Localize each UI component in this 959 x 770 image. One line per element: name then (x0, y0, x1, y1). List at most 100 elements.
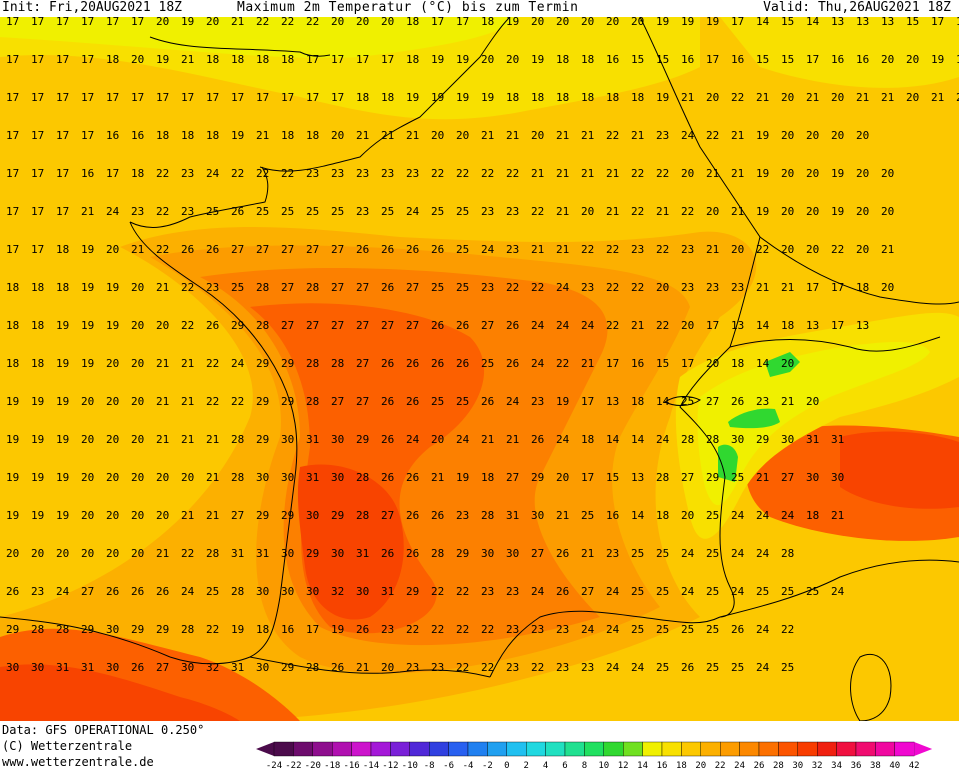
temperature-label: 30 (106, 623, 119, 636)
temperature-label: 26 (431, 357, 444, 370)
legend-swatch (487, 741, 507, 757)
temperature-label: 26 (381, 547, 394, 560)
temperature-label: 17 (131, 17, 144, 28)
temperature-label: 20 (6, 547, 19, 560)
temperature-label: 18 (481, 471, 494, 484)
temperature-label: 19 (456, 91, 469, 104)
temperature-label: 29 (281, 357, 294, 370)
temperature-label: 29 (406, 585, 419, 598)
temperature-label: 17 (31, 91, 44, 104)
source-url[interactable]: www.wetterzentrale.de (2, 755, 154, 769)
legend-tick-label: 34 (831, 761, 842, 770)
temperature-label: 17 (606, 357, 619, 370)
temperature-label: 29 (256, 433, 269, 446)
temperature-label: 17 (331, 91, 344, 104)
temperature-label: 31 (381, 585, 394, 598)
temperature-label: 27 (331, 319, 344, 332)
temperature-label: 21 (756, 471, 769, 484)
temperature-label: 19 (706, 17, 719, 28)
legend-swatch (545, 741, 566, 757)
legend-tick-label: 24 (734, 761, 745, 770)
temperature-label: 17 (6, 91, 19, 104)
temperature-label: 20 (156, 471, 169, 484)
legend-swatch (293, 741, 314, 757)
zone-14-alps-b (728, 408, 780, 429)
temperature-label: 22 (281, 167, 294, 180)
temperature-label: 16 (81, 167, 94, 180)
legend-tick-label: 0 (504, 761, 509, 770)
temperature-label: 18 (156, 129, 169, 142)
temperature-label: 18 (581, 53, 594, 66)
legend-swatch (428, 741, 449, 757)
legend-tick-label: -14 (363, 761, 379, 770)
temperature-label: 22 (481, 167, 494, 180)
temperature-label: 24 (681, 547, 695, 560)
temperature-label: 29 (456, 547, 469, 560)
temperature-label: 30 (831, 471, 844, 484)
temperature-label: 26 (556, 547, 569, 560)
temperature-label: 26 (531, 433, 544, 446)
brittany-coast (129, 166, 269, 228)
temperature-label: 18 (781, 319, 794, 332)
temperature-label: 14 (656, 395, 670, 408)
temperature-label: 20 (106, 357, 119, 370)
temperature-label: 21 (881, 91, 894, 104)
temperature-label: 30 (106, 661, 119, 674)
legend-swatch (855, 741, 876, 757)
temperature-label: 26 (406, 357, 419, 370)
temperature-label: 20 (681, 319, 694, 332)
temperature-label: 19 (431, 53, 444, 66)
temperature-label: 31 (256, 547, 269, 560)
temperature-label: 25 (656, 623, 669, 636)
temperature-label: 21 (731, 129, 744, 142)
temperature-label: 20 (581, 17, 594, 28)
temperature-label: 13 (831, 17, 844, 28)
temperature-label: 22 (531, 661, 544, 674)
legend-tick-label: 30 (792, 761, 803, 770)
temperature-label: 20 (881, 53, 894, 66)
legend-tick-label: 28 (773, 761, 784, 770)
temperature-label: 23 (306, 167, 319, 180)
temperature-label: 25 (706, 547, 719, 560)
temperature-label: 19 (6, 395, 19, 408)
temperature-label: 29 (156, 623, 169, 636)
temperature-label: 20 (81, 547, 94, 560)
temperature-label: 24 (531, 319, 545, 332)
temperature-label: 25 (456, 281, 469, 294)
legend-tick-label: 22 (715, 761, 726, 770)
temperature-label: 29 (281, 509, 294, 522)
temperature-label: 16 (106, 129, 119, 142)
temperature-label: 24 (531, 585, 545, 598)
legend-tick-label: -4 (463, 761, 474, 770)
valid-time: Valid: Thu,26AUG2021 18Z (763, 0, 951, 15)
temperature-label: 27 (406, 319, 419, 332)
temperature-label: 19 (556, 395, 569, 408)
temperature-label: 19 (81, 319, 94, 332)
temperature-label: 23 (406, 661, 419, 674)
temperature-label: 22 (181, 281, 194, 294)
temperature-label: 23 (756, 395, 769, 408)
temperature-label: 25 (731, 661, 744, 674)
temperature-label: 20 (706, 357, 719, 370)
spain-north-coast (0, 616, 171, 658)
temperature-label: 16 (631, 357, 644, 370)
temperature-label: 19 (6, 471, 19, 484)
temperature-label: 20 (81, 509, 94, 522)
temperature-label: 16 (831, 53, 844, 66)
temperature-label: 20 (781, 243, 794, 256)
temperature-label: 26 (506, 319, 519, 332)
temperature-label: 29 (231, 319, 244, 332)
temperature-label: 19 (56, 433, 69, 446)
temperature-label: 18 (656, 509, 669, 522)
temperature-label: 26 (481, 395, 494, 408)
temperature-label: 24 (581, 623, 595, 636)
legend-swatch (467, 741, 488, 757)
temperature-label: 27 (356, 319, 369, 332)
temperature-label: 25 (706, 623, 719, 636)
temperature-label: 30 (356, 585, 369, 598)
temperature-label: 30 (531, 509, 544, 522)
legend-tick-label: -20 (305, 761, 321, 770)
temperature-label: 20 (156, 319, 169, 332)
lake-geneva (664, 396, 701, 406)
temperature-map[interactable]: 17 17 17 17 17 17 20 19 20 21 22 22 22 20 20 20 18 17 17 18… (0, 17, 959, 721)
